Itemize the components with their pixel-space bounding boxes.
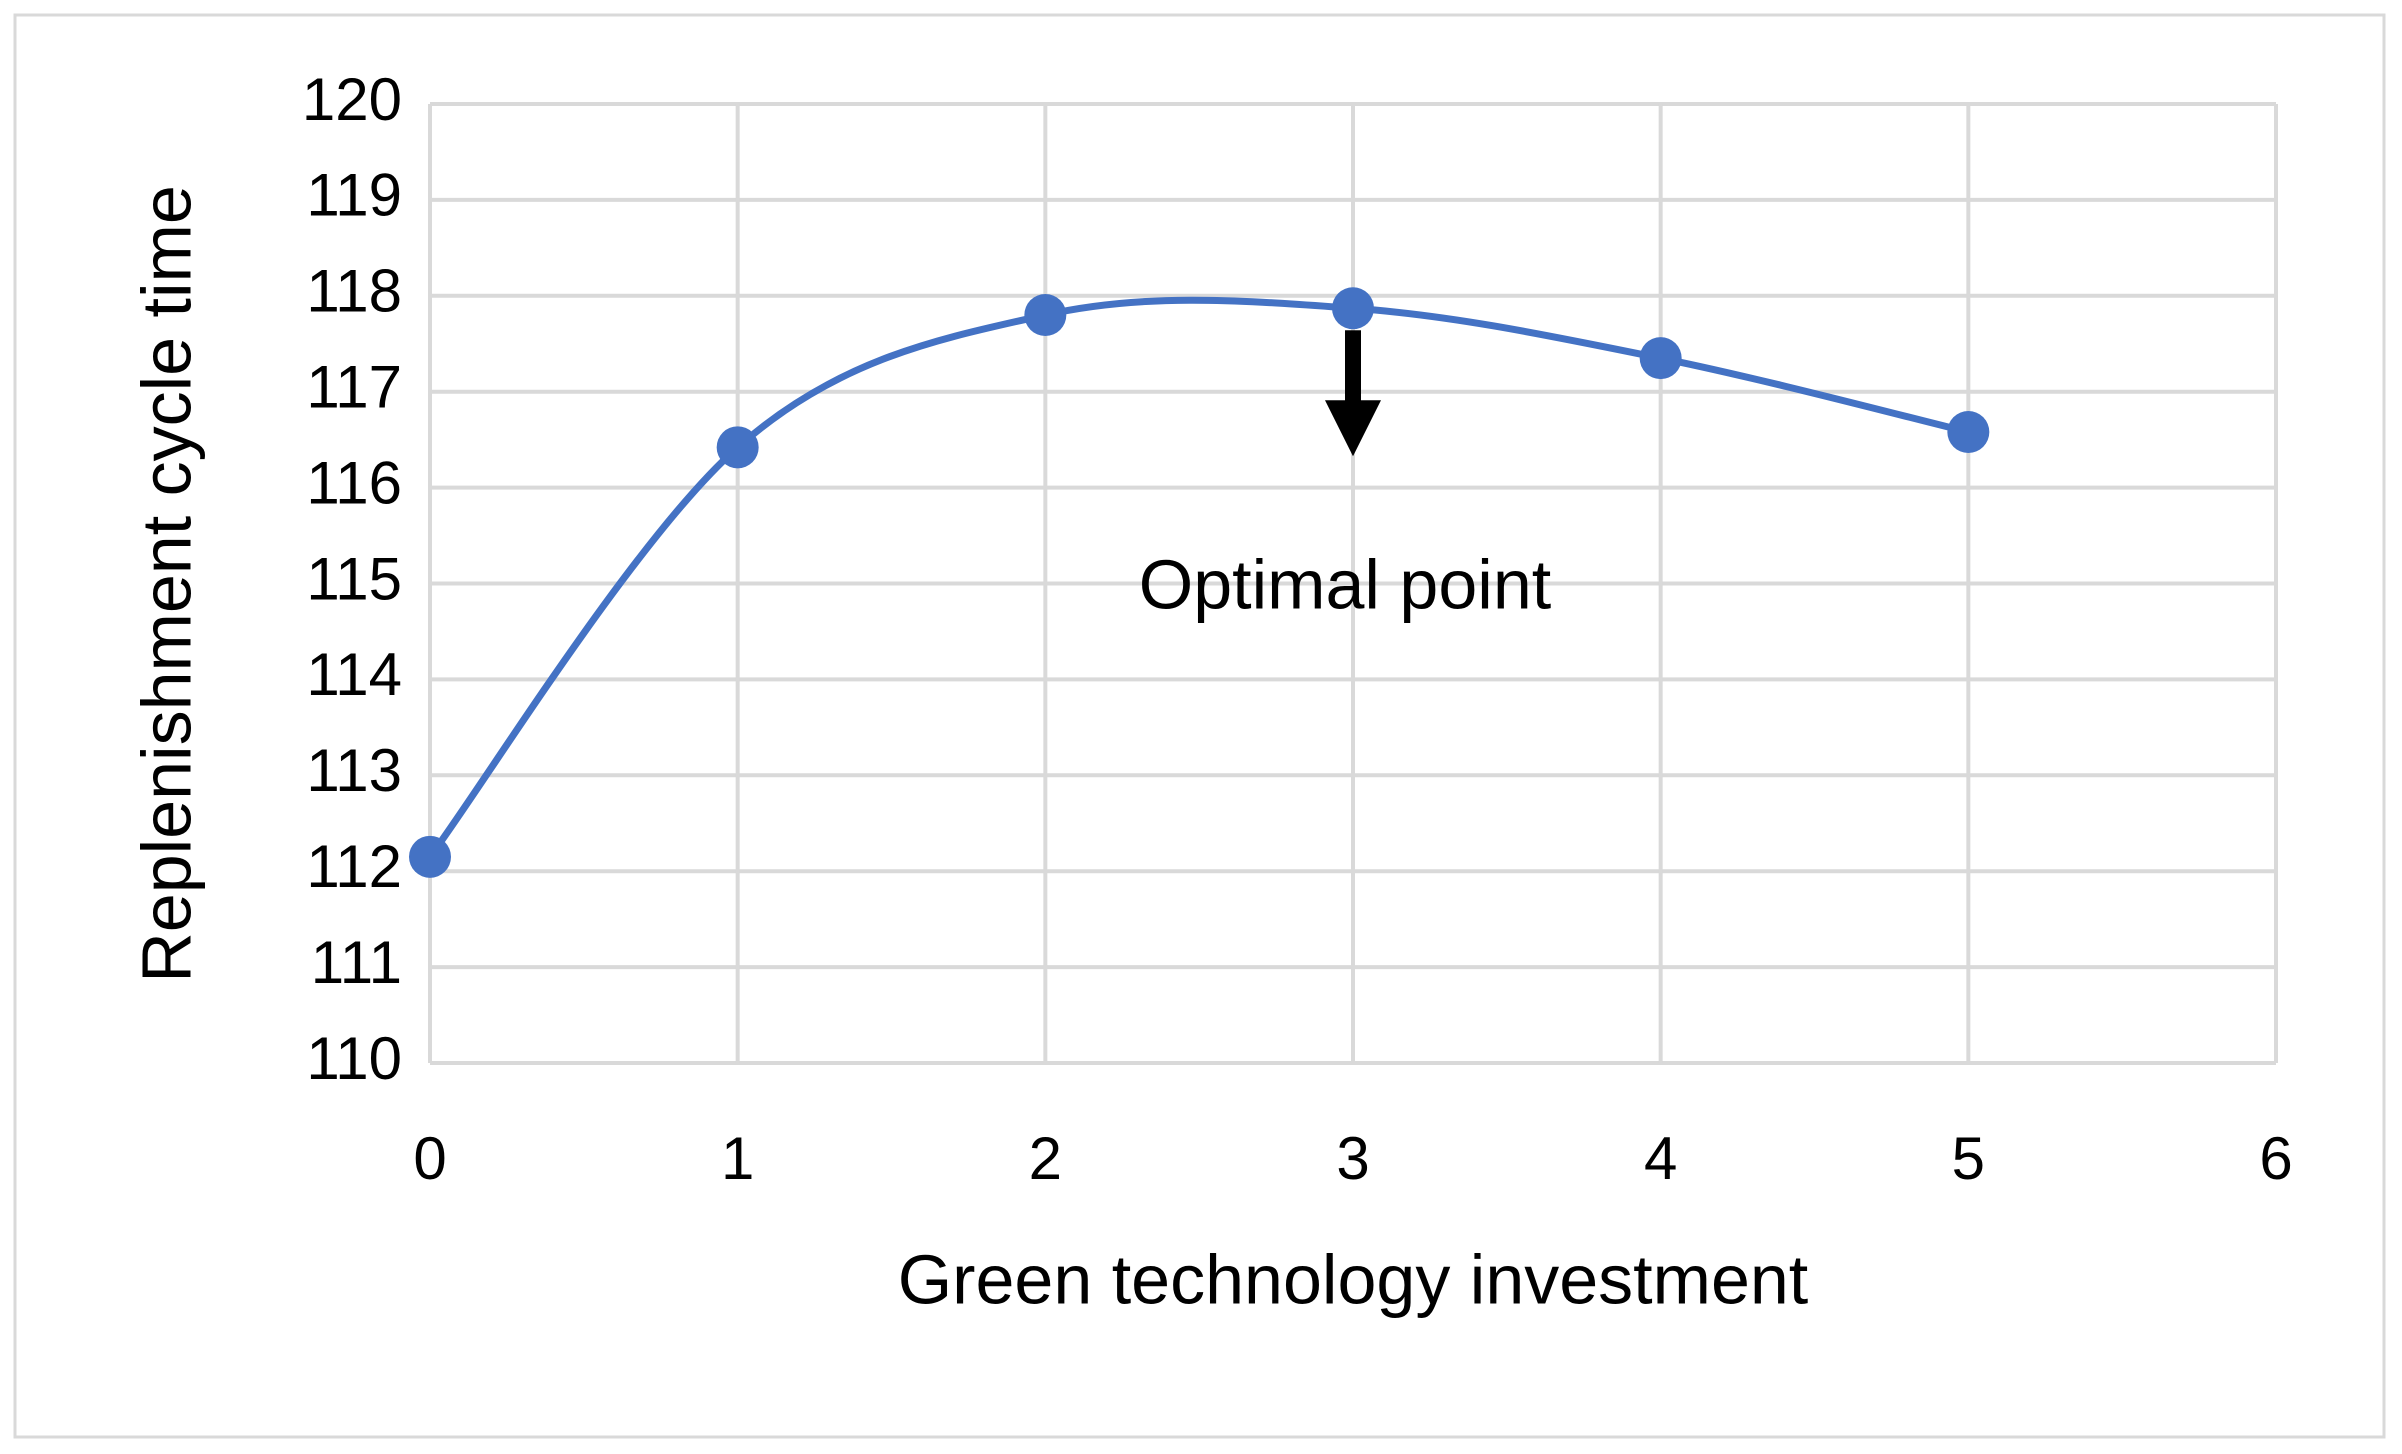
y-tick-label: 110: [306, 1025, 402, 1092]
y-tick-label: 119: [306, 162, 402, 229]
x-tick-label: 0: [413, 1125, 446, 1192]
data-point: [1947, 410, 1990, 453]
x-tick-label: 4: [1644, 1125, 1677, 1192]
y-tick-label: 115: [306, 545, 402, 612]
x-tick-label: 3: [1336, 1125, 1369, 1192]
data-point: [716, 426, 759, 469]
y-tick-label: 111: [311, 929, 402, 996]
annotation-arrow-shaft: [1345, 330, 1361, 403]
y-tick-label: 116: [306, 449, 402, 516]
y-tick-label: 118: [306, 258, 402, 325]
data-point: [409, 835, 451, 878]
y-axis-title: Replenishment cycle time: [127, 185, 205, 983]
data-point: [1024, 293, 1067, 336]
chart-border: [13, 13, 2386, 1439]
y-tick-label: 120: [302, 66, 402, 133]
x-tick-label: 1: [721, 1125, 754, 1192]
x-tick-label: 5: [1952, 1125, 1985, 1192]
annotation: Optimal point: [1139, 545, 1551, 623]
annotation-arrow-head: [1325, 400, 1381, 457]
y-tick-label: 117: [306, 354, 402, 421]
data-point: [1639, 337, 1682, 380]
y-tick-label: 112: [306, 833, 402, 900]
y-tick-label: 114: [306, 641, 402, 708]
x-tick-label: 6: [2259, 1125, 2292, 1192]
y-tick-label: 113: [306, 737, 402, 804]
series-line: [427, 296, 1970, 859]
x-tick-label: 2: [1029, 1125, 1062, 1192]
data-point: [1332, 287, 1374, 330]
x-axis-title: Green technology investment: [898, 1240, 1809, 1318]
